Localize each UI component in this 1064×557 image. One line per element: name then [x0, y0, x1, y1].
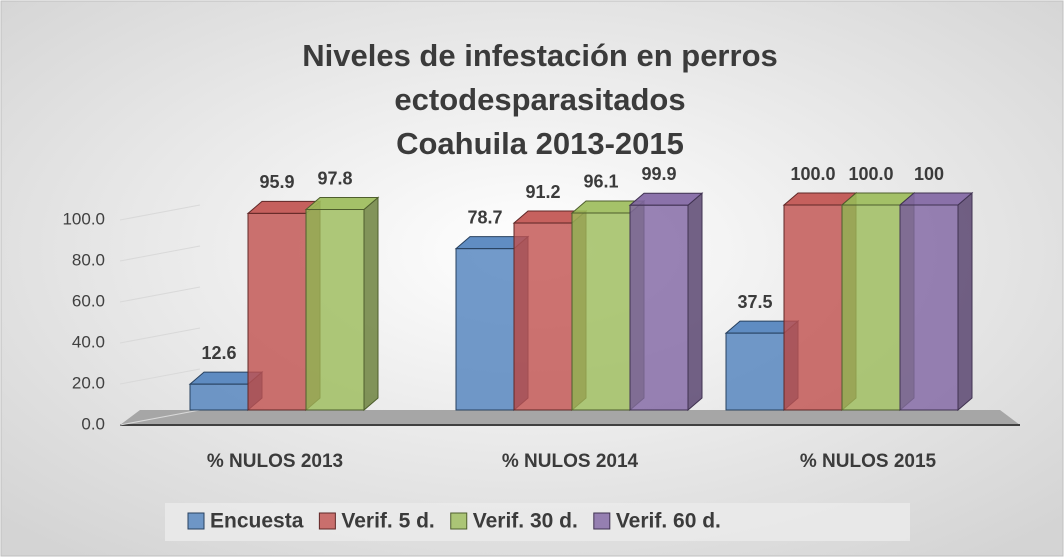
grid-line [119, 327, 201, 344]
value-label: 100.0 [848, 164, 893, 184]
bar-side [687, 192, 703, 412]
value-label: 95.9 [259, 172, 294, 192]
value-label: 37.5 [737, 292, 772, 312]
x-tick-label: % NULOS 2013 [207, 451, 343, 472]
grid-line [119, 204, 201, 221]
bar-side [363, 196, 379, 412]
chart-title: ectodesparasitados [394, 82, 685, 117]
bar [898, 191, 974, 412]
bar-front [629, 204, 689, 411]
bar-front [189, 383, 249, 411]
legend-box [165, 503, 910, 541]
y-tick-label: 20.0 [72, 373, 105, 392]
y-tick-label: 0.0 [81, 414, 105, 433]
bar-front [725, 332, 785, 411]
y-tick-label: 100.0 [62, 209, 105, 228]
bar-front [247, 212, 307, 411]
value-label: 96.1 [583, 172, 618, 192]
grid-line [119, 409, 201, 426]
bar [304, 196, 380, 412]
value-label: 91.2 [525, 182, 560, 202]
bar [628, 192, 704, 412]
legend-swatch [187, 512, 205, 530]
value-label: 12.6 [201, 343, 236, 363]
grid-line [119, 286, 201, 303]
bar-front [841, 204, 901, 411]
bar-side [957, 191, 973, 412]
value-label: 100 [914, 164, 944, 184]
y-tick-label: 60.0 [72, 291, 105, 310]
y-tick-label: 80.0 [72, 250, 105, 269]
grid-line [119, 368, 201, 385]
x-tick-label: % NULOS 2015 [800, 451, 937, 472]
legend-swatch [318, 512, 336, 530]
value-label: 78.7 [467, 207, 502, 227]
legend-label: Encuesta [210, 510, 304, 533]
x-tick-label: % NULOS 2014 [502, 451, 639, 472]
bar-front [783, 204, 843, 411]
bar-front [455, 248, 515, 411]
y-tick-label: 40.0 [72, 332, 105, 351]
bar-front [305, 209, 365, 411]
value-label: 97.8 [317, 168, 352, 188]
legend-label: Verif. 60 d. [616, 510, 721, 533]
legend-swatch [450, 512, 468, 530]
legend-label: Verif. 30 d. [473, 510, 578, 533]
bar-front [513, 222, 573, 411]
value-label: 100.0 [790, 164, 835, 184]
floor [120, 410, 1020, 425]
chart-title: Coahuila 2013-2015 [396, 126, 684, 161]
legend-swatch [593, 512, 611, 530]
legend-label: Verif. 5 d. [341, 510, 434, 533]
bar-front [899, 204, 959, 411]
grid-line [119, 245, 201, 262]
chart-title: Niveles de infestación en perros [302, 38, 778, 73]
value-label: 99.9 [641, 164, 676, 184]
bar-front [571, 212, 631, 411]
